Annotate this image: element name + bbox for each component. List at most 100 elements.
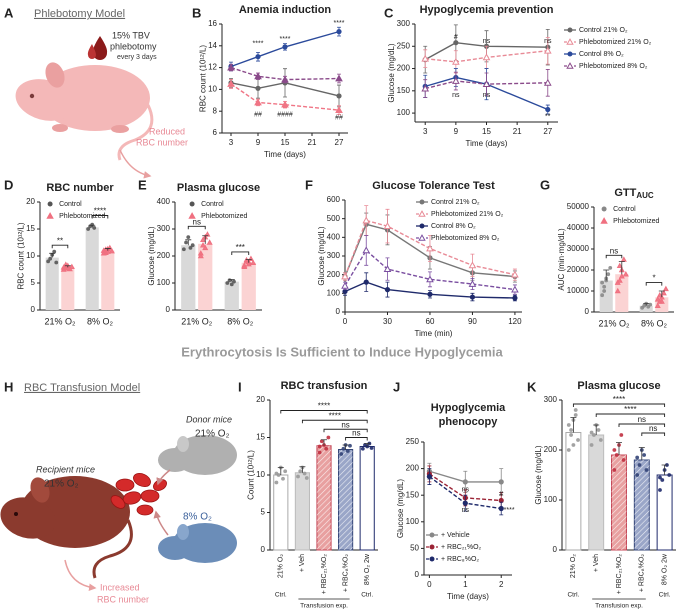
bar bbox=[599, 280, 613, 312]
marker bbox=[360, 446, 365, 451]
error-bar bbox=[658, 290, 665, 298]
bar bbox=[181, 245, 196, 310]
significance-label: **** bbox=[329, 411, 341, 420]
mouse-head bbox=[158, 448, 192, 472]
legend-label: Control bbox=[201, 201, 224, 208]
title-subscript: AUC bbox=[636, 191, 654, 200]
marker bbox=[468, 261, 477, 269]
y-tick-label: 200 bbox=[544, 445, 558, 454]
annotation: ns bbox=[483, 92, 491, 99]
error-bar bbox=[49, 252, 56, 258]
marker bbox=[498, 479, 504, 485]
marker bbox=[60, 264, 67, 270]
y-tick-label: 10 bbox=[208, 85, 217, 94]
y-tick-label: 0 bbox=[166, 305, 171, 314]
significance-label: **** bbox=[624, 405, 636, 414]
marker bbox=[469, 294, 476, 300]
marker bbox=[612, 448, 617, 452]
y-tick-label: 20 bbox=[26, 197, 35, 206]
legend-label: Phlebotomized 21% O₂ bbox=[579, 39, 652, 46]
legend-marker bbox=[47, 201, 53, 207]
marker bbox=[241, 262, 248, 268]
legend-label: Phlebotomized 21% O₂ bbox=[431, 211, 504, 218]
marker bbox=[573, 413, 578, 417]
marker bbox=[543, 78, 552, 86]
error-bar bbox=[570, 417, 577, 433]
annotation: **** bbox=[504, 507, 515, 514]
x-tick-label: 8% O₂ bbox=[87, 316, 114, 326]
marker bbox=[64, 265, 71, 271]
marker bbox=[296, 474, 300, 479]
significance-bracket bbox=[187, 225, 206, 230]
series-line bbox=[425, 80, 548, 90]
annotation: ns bbox=[462, 507, 470, 514]
x-tick-label: 21% O₂ bbox=[181, 316, 213, 326]
panel-letter: I bbox=[238, 379, 242, 394]
marker bbox=[616, 262, 623, 269]
chart-title: Plasma glucose bbox=[177, 182, 260, 194]
y-tick-label: 40000 bbox=[567, 223, 590, 232]
marker bbox=[462, 479, 468, 485]
bar bbox=[294, 472, 310, 551]
annotation: ns bbox=[483, 38, 491, 45]
error-bar bbox=[342, 444, 349, 450]
marker bbox=[421, 84, 430, 92]
x-axis-label: Time (days) bbox=[264, 150, 306, 159]
diagram-label: Donor mice bbox=[186, 414, 232, 424]
significance-bracket bbox=[595, 413, 666, 417]
annotation: **** bbox=[334, 20, 345, 27]
marker bbox=[596, 428, 601, 432]
significance-label: **** bbox=[318, 402, 330, 411]
panel-letter: K bbox=[527, 379, 537, 394]
y-axis-label: Glucose (mg/dL) bbox=[534, 445, 543, 504]
x-axis-label: Time (min) bbox=[415, 329, 453, 338]
significance-label: ns bbox=[610, 246, 618, 255]
y-tick-label: 0 bbox=[553, 545, 558, 554]
marker bbox=[566, 423, 571, 427]
annotation: ** bbox=[545, 113, 551, 120]
error-bar bbox=[299, 466, 306, 473]
legend-label: Phlebotomized bbox=[59, 213, 105, 220]
significance-label: * bbox=[652, 274, 655, 283]
marker bbox=[317, 450, 322, 455]
x-tick-label: 15 bbox=[482, 127, 491, 136]
marker bbox=[620, 256, 627, 262]
mouse-ear bbox=[45, 62, 65, 88]
bar bbox=[639, 305, 653, 312]
marker bbox=[317, 444, 322, 449]
y-tick-label: 16 bbox=[208, 19, 217, 28]
legend-marker bbox=[601, 206, 607, 212]
y-axis-label: Glucose (mg/dL) bbox=[396, 479, 405, 538]
marker bbox=[482, 53, 491, 61]
legend-marker bbox=[429, 544, 435, 550]
diagram-label: RBC number bbox=[97, 594, 149, 604]
error-bar bbox=[104, 248, 111, 251]
significance-bracket bbox=[231, 251, 250, 255]
marker bbox=[667, 473, 672, 477]
legend-marker bbox=[46, 212, 54, 219]
marker bbox=[319, 439, 324, 444]
series-line bbox=[344, 281, 515, 299]
error-bar bbox=[89, 224, 96, 228]
marker bbox=[227, 278, 232, 283]
chart-title: Hypoglycemia prevention bbox=[420, 4, 554, 16]
y-tick-label: 400 bbox=[327, 232, 341, 241]
x-tick-label: 8% O₂ 2w bbox=[661, 553, 668, 585]
y-tick-label: 250 bbox=[406, 437, 420, 446]
error-bar bbox=[616, 442, 622, 455]
marker bbox=[304, 476, 309, 480]
significance-bracket bbox=[301, 419, 368, 424]
marker bbox=[298, 469, 303, 474]
chart-title: GTTAUC bbox=[614, 187, 654, 200]
chart-title: RBC number bbox=[46, 182, 114, 194]
x-tick-label: 9 bbox=[256, 138, 261, 147]
x-tick-label: 30 bbox=[383, 317, 392, 326]
mouse-head bbox=[0, 497, 56, 539]
marker bbox=[589, 443, 594, 447]
y-tick-label: 300 bbox=[397, 19, 411, 28]
x-tick-label: + Veh bbox=[593, 554, 600, 572]
marker bbox=[345, 449, 350, 453]
legend-marker bbox=[567, 51, 573, 57]
marker bbox=[335, 74, 343, 82]
series-line bbox=[424, 41, 548, 61]
